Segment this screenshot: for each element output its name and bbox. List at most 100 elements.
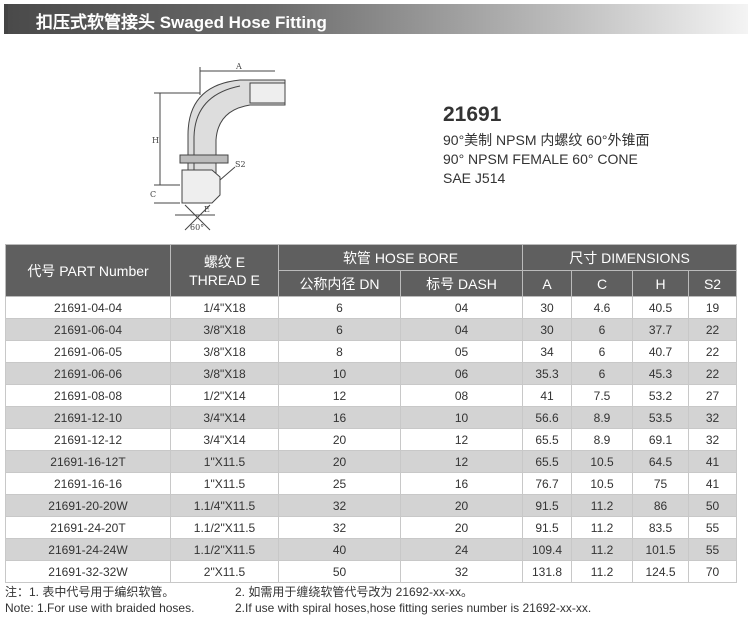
- cell-part-number: 21691-12-12: [5, 428, 171, 451]
- cell-thread: 1/4"X18: [170, 296, 279, 319]
- cell-h: 86: [632, 494, 690, 517]
- header-hose-bore: 软管 HOSE BORE: [277, 244, 524, 271]
- title-marker: [4, 4, 8, 34]
- table-row: 21691-06-04 3/8"X18 6 04 30 6 37.7 22: [5, 318, 738, 341]
- header-a: A: [522, 270, 573, 297]
- cell-dash: 08: [399, 384, 524, 407]
- cell-s2: 55: [688, 516, 738, 539]
- cell-part-number: 21691-06-06: [5, 362, 171, 385]
- cell-dn: 50: [278, 560, 401, 583]
- cell-dash: 06: [399, 362, 524, 385]
- cell-thread: 3/8"X18: [170, 362, 279, 385]
- cell-s2: 32: [688, 406, 738, 429]
- product-desc-cn: 90°美制 NPSM 内螺纹 60°外锥面: [443, 132, 650, 148]
- dim-a-label: A: [235, 62, 242, 71]
- fitting-drawing: A H C E S2 60°: [150, 62, 286, 232]
- cell-s2: 22: [688, 362, 738, 385]
- cell-a: 41: [522, 384, 573, 407]
- cell-part-number: 21691-06-04: [5, 318, 171, 341]
- notes-right: 2. 如需用于缠绕软管代号改为 21692-xx-xx。 2.If use wit…: [235, 584, 591, 616]
- cell-c: 6: [571, 362, 634, 385]
- spec-table: 代号 PART Number 螺纹 E THREAD E 软管 HOSE BORE 尺…: [5, 244, 738, 583]
- cell-dash: 05: [399, 340, 524, 363]
- header-s2: S2: [688, 270, 738, 297]
- table-row: 21691-12-12 3/4"X14 20 12 65.5 8.9 69.1 32: [5, 428, 738, 451]
- cell-a: 34: [522, 340, 573, 363]
- cell-h: 75: [632, 472, 690, 495]
- cell-a: 76.7: [522, 472, 573, 495]
- cell-part-number: 21691-24-24W: [5, 538, 171, 561]
- cell-s2: 70: [688, 560, 738, 583]
- cell-dn: 40: [278, 538, 401, 561]
- cell-c: 8.9: [571, 428, 634, 451]
- header-dn: 公称内径 DN: [278, 270, 401, 297]
- table-row: 21691-16-16 1"X11.5 25 16 76.7 10.5 75 41: [5, 472, 738, 495]
- header-dash: 标号 DASH: [399, 270, 524, 297]
- cell-h: 40.5: [632, 296, 690, 319]
- cell-h: 64.5: [632, 450, 690, 473]
- dim-e-label: E: [204, 205, 210, 214]
- cell-thread: 3/4"X14: [170, 406, 279, 429]
- cell-dn: 25: [278, 472, 401, 495]
- cell-dash: 20: [399, 494, 524, 517]
- cell-dash: 24: [399, 538, 524, 561]
- cell-dn: 20: [278, 450, 401, 473]
- cell-thread: 1.1/4"X11.5: [170, 494, 279, 517]
- note-1-en: Note: 1.For use with braided hoses.: [5, 601, 195, 615]
- cell-a: 30: [522, 318, 573, 341]
- cell-a: 109.4: [522, 538, 573, 561]
- cell-thread: 3/8"X18: [170, 318, 279, 341]
- cell-dash: 04: [399, 318, 524, 341]
- cell-s2: 41: [688, 472, 738, 495]
- cell-a: 65.5: [522, 450, 573, 473]
- title-bar: 扣压式软管接头 Swaged Hose Fitting: [4, 4, 748, 34]
- table-row: 21691-24-24W 1.1/2"X11.5 40 24 109.4 11.2 101.…: [5, 538, 738, 561]
- dim-h-label: H: [152, 136, 159, 145]
- cell-s2: 41: [688, 450, 738, 473]
- notes-left: 注：1. 表中代号用于编织软管。 Note: 1.For use with bra…: [5, 584, 194, 616]
- cell-h: 45.3: [632, 362, 690, 385]
- cell-h: 69.1: [632, 428, 690, 451]
- cell-c: 11.2: [571, 494, 634, 517]
- product-desc-en: 90° NPSM FEMALE 60° CONE: [443, 151, 638, 167]
- cell-s2: 50: [688, 494, 738, 517]
- cell-c: 6: [571, 340, 634, 363]
- cell-part-number: 21691-04-04: [5, 296, 171, 319]
- header-c: C: [571, 270, 634, 297]
- cell-dn: 6: [278, 296, 401, 319]
- cell-a: 35.3: [522, 362, 573, 385]
- cell-c: 10.5: [571, 450, 634, 473]
- cell-s2: 32: [688, 428, 738, 451]
- cell-dn: 12: [278, 384, 401, 407]
- cell-part-number: 21691-24-20T: [5, 516, 171, 539]
- header-dimensions: 尺寸 DIMENSIONS: [522, 244, 738, 271]
- cell-dash: 32: [399, 560, 524, 583]
- cell-dash: 12: [399, 428, 524, 451]
- cell-h: 53.5: [632, 406, 690, 429]
- cell-dash: 04: [399, 296, 524, 319]
- cell-thread: 3/8"X18: [170, 340, 279, 363]
- cell-thread: 1.1/2"X11.5: [170, 538, 279, 561]
- cell-dash: 16: [399, 472, 524, 495]
- cell-h: 101.5: [632, 538, 690, 561]
- cell-thread: 2"X11.5: [170, 560, 279, 583]
- cell-c: 11.2: [571, 516, 634, 539]
- cell-dn: 8: [278, 340, 401, 363]
- product-standard: SAE J514: [443, 170, 506, 186]
- cell-part-number: 21691-08-08: [5, 384, 171, 407]
- product-info: 21691 90°美制 NPSM 内螺纹 60°外锥面 90° NPSM FEM…: [443, 103, 649, 188]
- table-row: 21691-16-12T 1"X11.5 20 12 65.5 10.5 64.5 41: [5, 450, 738, 473]
- cell-dash: 10: [399, 406, 524, 429]
- note-2-cn: 2. 如需用于缠绕软管代号改为 21692-xx-xx。: [235, 585, 474, 599]
- header-h: H: [632, 270, 690, 297]
- table-row: 21691-32-32W 2"X11.5 50 32 131.8 11.2 124.5 70: [5, 560, 738, 583]
- table-row: 21691-24-20T 1.1/2"X11.5 32 20 91.5 11.2 83.5 5…: [5, 516, 738, 539]
- cell-dn: 32: [278, 516, 401, 539]
- cell-h: 53.2: [632, 384, 690, 407]
- product-code: 21691: [443, 103, 502, 126]
- cell-c: 8.9: [571, 406, 634, 429]
- cell-thread: 1"X11.5: [170, 450, 279, 473]
- cell-a: 131.8: [522, 560, 573, 583]
- cell-c: 7.5: [571, 384, 634, 407]
- cell-h: 124.5: [632, 560, 690, 583]
